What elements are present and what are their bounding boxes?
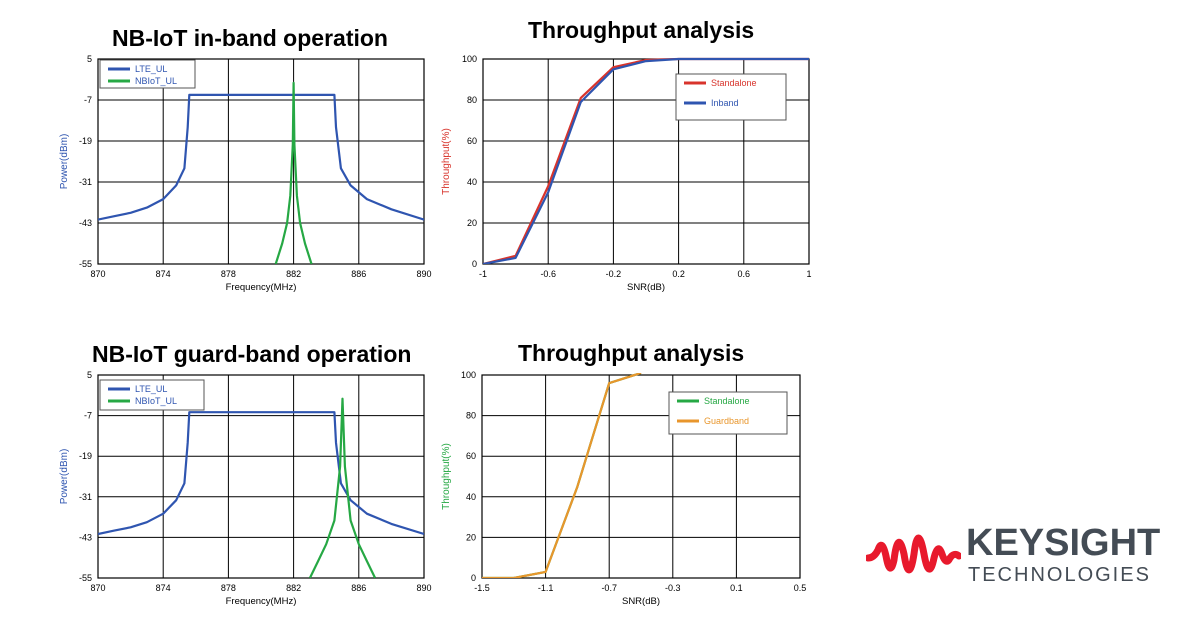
y-tick-label: -7: [84, 411, 92, 421]
title-guardband: NB-IoT guard-band operation: [92, 341, 412, 367]
x-tick-label: 886: [351, 269, 366, 279]
y-tick-label: 100: [461, 370, 476, 380]
x-tick-label: -1.5: [474, 583, 490, 593]
y-tick-label: 40: [466, 492, 476, 502]
series-line-lte_ul: [98, 93, 424, 221]
series-line-nbiot_ul: [308, 397, 377, 578]
y-tick-label: 60: [466, 451, 476, 461]
y-axis-label: Throughput(%): [441, 443, 452, 510]
x-tick-label: 882: [286, 583, 301, 593]
y-tick-label: 40: [467, 177, 477, 187]
y-axis-label: Power(dBm): [59, 449, 70, 505]
y-tick-label: 5: [87, 370, 92, 380]
brand-name: KEYSIGHT: [966, 522, 1161, 564]
plot-frame: [97, 374, 425, 579]
legend-box: [668, 391, 788, 435]
y-tick-label: 100: [462, 54, 477, 64]
y-tick-label: -55: [79, 573, 92, 583]
y-tick-label: -43: [79, 218, 92, 228]
y-tick-label: -55: [79, 259, 92, 269]
plot-frame: [97, 58, 425, 265]
keysight-wave-icon: [866, 534, 961, 574]
x-axis-label: Frequency(MHz): [226, 282, 297, 293]
x-tick-label: 890: [416, 269, 431, 279]
y-tick-label: -7: [84, 95, 92, 105]
x-tick-label: 890: [416, 583, 431, 593]
x-axis-label: SNR(dB): [622, 596, 660, 607]
y-tick-label: 0: [471, 573, 476, 583]
legend-label: NBIoT_UL: [135, 396, 177, 406]
x-tick-label: -1: [479, 269, 487, 279]
y-tick-label: 80: [467, 95, 477, 105]
y-axis-label: Throughput(%): [441, 128, 452, 195]
keysight-logo: KEYSIGHT TECHNOLOGIES: [866, 520, 1166, 590]
series-line-lte_ul: [98, 411, 424, 536]
y-axis-label: Power(dBm): [59, 134, 70, 190]
x-tick-label: 0.5: [794, 583, 807, 593]
y-tick-label: -31: [79, 492, 92, 502]
legend-label: Standalone: [704, 396, 750, 406]
legend-label: Guardband: [704, 416, 749, 426]
x-tick-label: 874: [156, 583, 171, 593]
legend-box: [99, 379, 205, 411]
legend-label: LTE_UL: [135, 64, 167, 74]
series-line-guardband: [482, 373, 642, 578]
x-axis-label: SNR(dB): [627, 282, 665, 293]
y-tick-label: 20: [467, 218, 477, 228]
brand-subname: TECHNOLOGIES: [968, 564, 1151, 586]
x-tick-label: 870: [90, 583, 105, 593]
x-axis-label: Frequency(MHz): [226, 596, 297, 607]
legend-label: Inband: [711, 98, 739, 108]
x-tick-label: -1.1: [538, 583, 554, 593]
x-tick-label: 870: [90, 269, 105, 279]
x-tick-label: 0.1: [730, 583, 743, 593]
x-tick-label: 878: [221, 269, 236, 279]
y-tick-label: 0: [472, 259, 477, 269]
title-throughput-top: Throughput analysis: [528, 17, 755, 43]
y-tick-label: 60: [467, 136, 477, 146]
x-tick-label: 878: [221, 583, 236, 593]
x-tick-label: 0.2: [672, 269, 685, 279]
y-tick-label: 5: [87, 54, 92, 64]
x-tick-label: 886: [351, 583, 366, 593]
y-tick-label: -43: [79, 532, 92, 542]
x-tick-label: 874: [156, 269, 171, 279]
y-tick-label: -19: [79, 136, 92, 146]
x-tick-label: -0.7: [601, 583, 617, 593]
title-inband: NB-IoT in-band operation: [112, 25, 388, 51]
legend-label: LTE_UL: [135, 384, 167, 394]
legend-box: [99, 59, 196, 89]
x-tick-label: 0.6: [738, 269, 751, 279]
x-tick-label: -0.6: [540, 269, 556, 279]
series-line-standalone: [482, 373, 642, 578]
y-tick-label: -31: [79, 177, 92, 187]
legend-label: Standalone: [711, 78, 757, 88]
y-tick-label: 20: [466, 532, 476, 542]
y-tick-label: -19: [79, 451, 92, 461]
y-tick-label: 80: [466, 411, 476, 421]
title-throughput-bottom: Throughput analysis: [518, 340, 745, 366]
x-tick-label: 882: [286, 269, 301, 279]
x-tick-label: -0.2: [606, 269, 622, 279]
x-tick-label: 1: [806, 269, 811, 279]
legend-label: NBIoT_UL: [135, 76, 177, 86]
x-tick-label: -0.3: [665, 583, 681, 593]
plot-frame: [481, 374, 801, 579]
